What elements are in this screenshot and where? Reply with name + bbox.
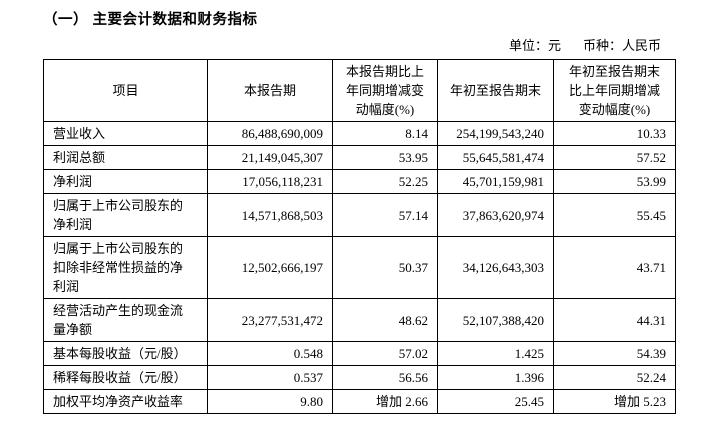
cell-item: 归属于上市公司股东的 扣除非经常性损益的净 利润: [43, 236, 208, 299]
cell-current-period: 9.80: [207, 389, 333, 414]
cell-current-period-change: 56.56: [332, 365, 438, 390]
cell-current-period-change: 52.25: [332, 169, 438, 194]
table-row: 稀释每股收益（元/股） 0.537 56.56 1.396 52.24: [43, 365, 676, 390]
cell-current-period-change: 50.37: [332, 236, 438, 299]
unit-label: 单位：元: [508, 38, 561, 53]
cell-current-period-change: 53.95: [332, 145, 438, 170]
cell-current-period: 12,502,666,197: [207, 236, 333, 299]
cell-year-to-date: 1.425: [437, 341, 554, 366]
cell-current-period: 0.537: [207, 365, 333, 390]
cell-current-period-change: 57.02: [332, 341, 438, 366]
cell-item: 归属于上市公司股东的 净利润: [43, 193, 208, 237]
table-row: 净利润 17,056,118,231 52.25 45,701,159,981 …: [43, 169, 676, 194]
cell-item: 营业收入: [43, 121, 208, 146]
table-row: 经营活动产生的现金流 量净额 23,277,531,472 48.62 52,1…: [43, 298, 676, 342]
cell-year-to-date-change: 增加 5.23: [553, 389, 676, 414]
table-row: 利润总额 21,149,045,307 53.95 55,645,581,474…: [43, 145, 676, 170]
cell-year-to-date-change: 44.31: [553, 298, 676, 342]
cell-year-to-date-change: 57.52: [553, 145, 676, 170]
cell-item: 利润总额: [43, 145, 208, 170]
currency-label: 币种：人民币: [582, 38, 661, 53]
cell-item: 稀释每股收益（元/股）: [43, 365, 208, 390]
cell-current-period-change: 48.62: [332, 298, 438, 342]
header-current-period-change: 本报告期比上 年同期增减变 动幅度(%): [332, 59, 438, 122]
cell-current-period-change: 增加 2.66: [332, 389, 438, 414]
cell-current-period-change: 57.14: [332, 193, 438, 237]
cell-item: 加权平均净资产收益率: [43, 389, 208, 414]
cell-current-period: 0.548: [207, 341, 333, 366]
table-row: 归属于上市公司股东的 净利润 14,571,868,503 57.14 37,8…: [43, 193, 676, 237]
unit-currency-note: 单位：元 币种：人民币: [43, 38, 661, 54]
cell-year-to-date: 55,645,581,474: [437, 145, 554, 170]
cell-year-to-date: 52,107,388,420: [437, 298, 554, 342]
cell-item: 经营活动产生的现金流 量净额: [43, 298, 208, 342]
cell-year-to-date-change: 53.99: [553, 169, 676, 194]
cell-year-to-date: 45,701,159,981: [437, 169, 554, 194]
header-year-to-date: 年初至报告期末: [437, 59, 554, 122]
section-title: （一） 主要会计数据和财务指标: [43, 12, 258, 28]
cell-current-period: 17,056,118,231: [207, 169, 333, 194]
cell-year-to-date-change: 10.33: [553, 121, 676, 146]
cell-year-to-date-change: 55.45: [553, 193, 676, 237]
cell-current-period-change: 8.14: [332, 121, 438, 146]
cell-item: 基本每股收益（元/股）: [43, 341, 208, 366]
header-item: 项目: [43, 59, 208, 122]
cell-year-to-date: 37,863,620,974: [437, 193, 554, 237]
cell-year-to-date: 254,199,543,240: [437, 121, 554, 146]
header-row: 项目 本报告期 本报告期比上 年同期增减变 动幅度(%) 年初至报告期末 年初至…: [43, 59, 676, 122]
table-header: 项目 本报告期 本报告期比上 年同期增减变 动幅度(%) 年初至报告期末 年初至…: [43, 59, 676, 122]
header-current-period: 本报告期: [207, 59, 333, 122]
cell-year-to-date: 1.396: [437, 365, 554, 390]
cell-item: 净利润: [43, 169, 208, 194]
cell-current-period: 86,488,690,009: [207, 121, 333, 146]
financial-indicators-table: 项目 本报告期 本报告期比上 年同期增减变 动幅度(%) 年初至报告期末 年初至…: [43, 59, 676, 414]
cell-current-period: 14,571,868,503: [207, 193, 333, 237]
table-body: 营业收入 86,488,690,009 8.14 254,199,543,240…: [43, 121, 676, 414]
cell-year-to-date: 25.45: [437, 389, 554, 414]
cell-year-to-date-change: 52.24: [553, 365, 676, 390]
cell-year-to-date-change: 43.71: [553, 236, 676, 299]
table-row: 基本每股收益（元/股） 0.548 57.02 1.425 54.39: [43, 341, 676, 366]
cell-year-to-date: 34,126,643,303: [437, 236, 554, 299]
cell-current-period: 21,149,045,307: [207, 145, 333, 170]
header-year-to-date-change: 年初至报告期末 比上年同期增减 变动幅度(%): [553, 59, 676, 122]
cell-year-to-date-change: 54.39: [553, 341, 676, 366]
report-section: （一） 主要会计数据和财务指标 单位：元 币种：人民币 项目 本报告期 本报告期比…: [0, 8, 721, 414]
table-row: 加权平均净资产收益率 9.80 增加 2.66 25.45 增加 5.23: [43, 389, 676, 414]
cell-current-period: 23,277,531,472: [207, 298, 333, 342]
table-row: 营业收入 86,488,690,009 8.14 254,199,543,240…: [43, 121, 676, 146]
table-row: 归属于上市公司股东的 扣除非经常性损益的净 利润 12,502,666,197 …: [43, 236, 676, 299]
